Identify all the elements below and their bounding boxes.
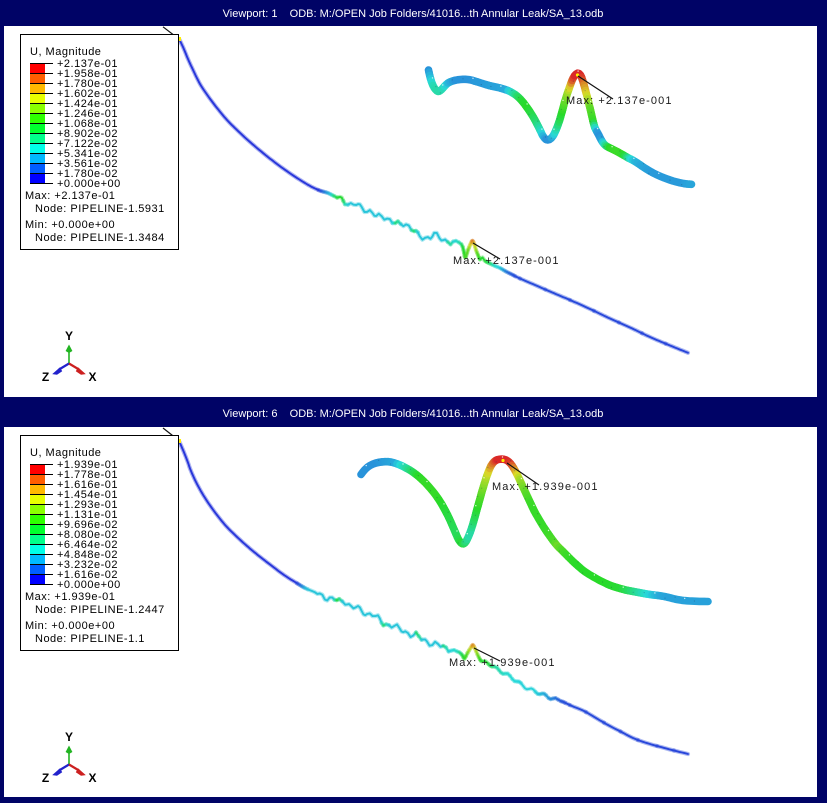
svg-text:+1.616e-01: +1.616e-01 — [57, 479, 118, 491]
svg-text:Y: Y — [65, 329, 73, 343]
svg-text:X: X — [88, 771, 96, 785]
svg-text:+1.780e-01: +1.780e-01 — [57, 78, 118, 90]
svg-text:Node: PIPELINE-1.2447: Node: PIPELINE-1.2447 — [35, 604, 165, 616]
svg-text:Viewport: 6 ODB: M:/OPEN Jo: Viewport: 6 ODB: M:/OPEN Job Folders/410… — [223, 408, 604, 420]
svg-text:+1.246e-01: +1.246e-01 — [57, 108, 118, 120]
svg-text:+1.424e-01: +1.424e-01 — [57, 98, 118, 110]
svg-text:+8.080e-02: +8.080e-02 — [57, 529, 118, 541]
svg-text:+3.232e-02: +3.232e-02 — [57, 559, 118, 571]
svg-text:+1.131e-01: +1.131e-01 — [57, 509, 118, 521]
svg-text:U, Magnitude: U, Magnitude — [30, 447, 101, 459]
svg-text:Max: +1.939e-001: Max: +1.939e-001 — [449, 657, 556, 669]
svg-text:+6.464e-02: +6.464e-02 — [57, 539, 118, 551]
svg-text:+9.696e-02: +9.696e-02 — [57, 519, 118, 531]
svg-text:+5.341e-02: +5.341e-02 — [57, 148, 118, 160]
svg-text:Max: +2.137e-001: Max: +2.137e-001 — [453, 255, 560, 267]
svg-text:+1.602e-01: +1.602e-01 — [57, 88, 118, 100]
svg-text:+1.293e-01: +1.293e-01 — [57, 499, 118, 511]
svg-text:+1.778e-01: +1.778e-01 — [57, 469, 118, 481]
svg-text:+1.454e-01: +1.454e-01 — [57, 489, 118, 501]
svg-text:Max: +1.939e-001: Max: +1.939e-001 — [492, 481, 599, 493]
svg-text:+4.848e-02: +4.848e-02 — [57, 549, 118, 561]
svg-text:Z: Z — [42, 370, 49, 384]
svg-text:Viewport: 1 ODB: M:/OPEN Jo: Viewport: 1 ODB: M:/OPEN Job Folders/410… — [223, 8, 604, 20]
svg-text:Node: PIPELINE-1.5931: Node: PIPELINE-1.5931 — [35, 203, 165, 215]
svg-text:Max: +1.939e-01: Max: +1.939e-01 — [25, 591, 115, 603]
svg-text:Max: +2.137e-01: Max: +2.137e-01 — [25, 190, 115, 202]
svg-text:+7.122e-02: +7.122e-02 — [57, 138, 118, 150]
svg-text:+1.068e-01: +1.068e-01 — [57, 118, 118, 130]
svg-text:Node: PIPELINE-1.3484: Node: PIPELINE-1.3484 — [35, 232, 165, 244]
svg-text:Z: Z — [42, 771, 49, 785]
svg-text:+1.616e-02: +1.616e-02 — [57, 569, 118, 581]
svg-text:Min: +0.000e+00: Min: +0.000e+00 — [25, 219, 115, 231]
svg-text:Min: +0.000e+00: Min: +0.000e+00 — [25, 620, 115, 632]
svg-text:Node: PIPELINE-1.1: Node: PIPELINE-1.1 — [35, 633, 145, 645]
svg-text:Y: Y — [65, 730, 73, 744]
svg-text:+2.137e-01: +2.137e-01 — [57, 58, 118, 70]
svg-text:+1.780e-02: +1.780e-02 — [57, 168, 118, 180]
svg-text:+0.000e+00: +0.000e+00 — [57, 579, 121, 591]
svg-text:+0.000e+00: +0.000e+00 — [57, 178, 121, 190]
svg-text:Max: +2.137e-001: Max: +2.137e-001 — [566, 95, 673, 107]
svg-text:+8.902e-02: +8.902e-02 — [57, 128, 118, 140]
svg-text:+1.939e-01: +1.939e-01 — [57, 459, 118, 471]
svg-text:+3.561e-02: +3.561e-02 — [57, 158, 118, 170]
svg-text:+1.958e-01: +1.958e-01 — [57, 68, 118, 80]
svg-text:X: X — [88, 370, 96, 384]
svg-text:U, Magnitude: U, Magnitude — [30, 46, 101, 58]
